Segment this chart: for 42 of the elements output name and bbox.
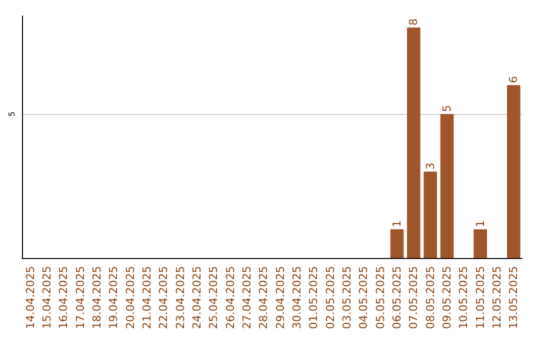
x-tick-label: 03.05.2025	[340, 266, 354, 330]
x-tick-label: 28.04.2025	[257, 266, 270, 330]
x-tick-label: 17.04.2025	[74, 266, 87, 330]
x-tick-label: 04.05.2025	[357, 266, 370, 330]
x-tick-label: 23.04.2025	[174, 266, 187, 330]
x-tick-label: 10.05.2025	[457, 266, 470, 330]
bar	[440, 114, 454, 258]
data-label: 1	[474, 220, 487, 228]
x-tick-label: 27.04.2025	[240, 266, 254, 330]
data-label: 5	[440, 104, 454, 112]
x-tick-label: 06.05.2025	[390, 266, 404, 330]
x-tick-label: 05.05.2025	[374, 266, 387, 330]
x-tick-label: 18.04.2025	[90, 266, 104, 330]
x-tick-label: 24.04.2025	[190, 266, 204, 330]
bar	[390, 229, 404, 258]
x-tick-label: 15.04.2025	[40, 266, 54, 330]
x-tick-label: 08.05.2025	[424, 266, 437, 330]
x-tick-label: 26.04.2025	[224, 266, 237, 330]
x-tick-label: 21.04.2025	[140, 266, 154, 330]
data-label: 6	[507, 76, 520, 84]
data-label: 8	[407, 18, 420, 26]
x-tick-label: 19.04.2025	[107, 266, 120, 330]
x-tick-label: 02.05.2025	[324, 266, 337, 330]
x-tick-label: 16.04.2025	[57, 266, 70, 330]
x-tick-label: 12.05.2025	[490, 266, 504, 330]
bar	[407, 28, 420, 258]
bar	[424, 172, 437, 258]
x-tick-label: 29.04.2025	[274, 266, 287, 330]
x-tick-label: 09.05.2025	[440, 266, 454, 330]
bar	[474, 229, 487, 258]
x-tick-label: 01.05.2025	[307, 266, 320, 330]
x-tick-label: 22.04.2025	[157, 266, 170, 330]
x-tick-label: 07.05.2025	[407, 266, 420, 330]
x-tick-label: 13.05.2025	[507, 266, 520, 330]
x-tick-label: 11.05.2025	[474, 266, 487, 330]
bar	[507, 85, 520, 258]
x-tick-label: 25.04.2025	[207, 266, 220, 330]
x-tick-label: 20.04.2025	[124, 266, 137, 330]
x-tick-label: 14.04.2025	[24, 266, 37, 330]
x-tick-label: 30.04.2025	[290, 266, 304, 330]
data-label: 1	[390, 220, 404, 228]
data-label: 3	[424, 162, 437, 170]
